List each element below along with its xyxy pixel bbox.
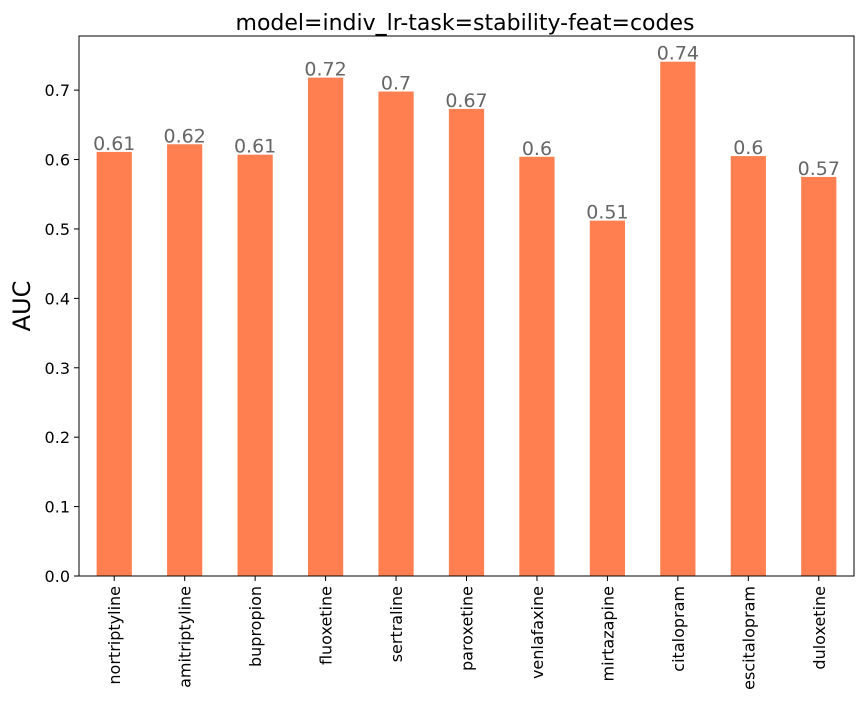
x-tick-label-fluoxetine: fluoxetine xyxy=(317,586,336,665)
x-tick-label-amitriptyline: amitriptyline xyxy=(176,586,195,688)
bar-escitalopram xyxy=(730,156,766,576)
x-axis: nortriptyline amitriptyline bupropion fluox… xyxy=(105,576,829,690)
data-label-sertraline: 0.7 xyxy=(381,73,411,95)
bar-venlafaxine xyxy=(519,156,555,576)
x-tick-label-mirtazapine: mirtazapine xyxy=(598,586,617,681)
data-label-citalopram: 0.74 xyxy=(657,43,699,65)
bar-paroxetine xyxy=(448,108,485,576)
data-label-venlafaxine: 0.6 xyxy=(522,138,552,160)
bar-fluoxetine xyxy=(307,77,344,577)
data-label-amitriptyline: 0.62 xyxy=(164,125,206,147)
y-axis: 0.0 0.1 0.2 0.3 0.4 0.5 0.6 0.7 xyxy=(45,81,79,586)
bars-group xyxy=(96,61,837,577)
bar-bupropion xyxy=(237,154,273,576)
data-label-bupropion: 0.61 xyxy=(234,136,276,158)
y-tick-label: 0.4 xyxy=(45,289,70,308)
x-tick-label-bupropion: bupropion xyxy=(246,586,265,667)
y-tick-label: 0.3 xyxy=(45,359,70,378)
y-tick-label: 0.2 xyxy=(45,428,70,447)
y-tick-label: 0.0 xyxy=(45,567,70,586)
y-tick-label: 0.7 xyxy=(45,81,70,100)
x-tick-label-paroxetine: paroxetine xyxy=(458,586,477,671)
bar-duloxetine xyxy=(801,176,837,576)
bar-nortriptyline xyxy=(96,151,132,576)
data-label-paroxetine: 0.67 xyxy=(445,90,487,112)
y-tick-label: 0.1 xyxy=(45,498,70,517)
bar-mirtazapine xyxy=(589,220,626,576)
plot-frame xyxy=(78,35,855,577)
data-label-nortriptyline: 0.61 xyxy=(93,133,135,155)
data-label-mirtazapine: 0.51 xyxy=(586,202,628,224)
bar-citalopram xyxy=(660,61,696,577)
data-label-escitalopram: 0.6 xyxy=(733,137,763,159)
data-label-fluoxetine: 0.72 xyxy=(304,59,346,81)
y-tick-label: 0.6 xyxy=(45,151,70,170)
y-axis-label: AUC xyxy=(8,281,36,332)
y-tick-label: 0.5 xyxy=(45,220,70,239)
chart-title: model=indiv_lr-task=stability-feat=codes xyxy=(236,11,695,36)
x-tick-label-duloxetine: duloxetine xyxy=(810,586,829,670)
x-tick-label-citalopram: citalopram xyxy=(669,586,688,672)
x-tick-label-sertraline: sertraline xyxy=(387,586,406,662)
x-tick-label-venlafaxine: venlafaxine xyxy=(528,586,547,679)
data-label-duloxetine: 0.57 xyxy=(798,158,840,180)
bar-sertraline xyxy=(378,91,414,577)
bar-amitriptyline xyxy=(167,144,203,576)
data-labels-group: 0.61 0.62 0.61 0.72 0.7 0.67 0.6 0.51 0.74 0.6 0.5… xyxy=(93,43,840,224)
x-tick-label-escitalopram: escitalopram xyxy=(739,586,758,690)
x-tick-label-nortriptyline: nortriptyline xyxy=(105,586,124,685)
